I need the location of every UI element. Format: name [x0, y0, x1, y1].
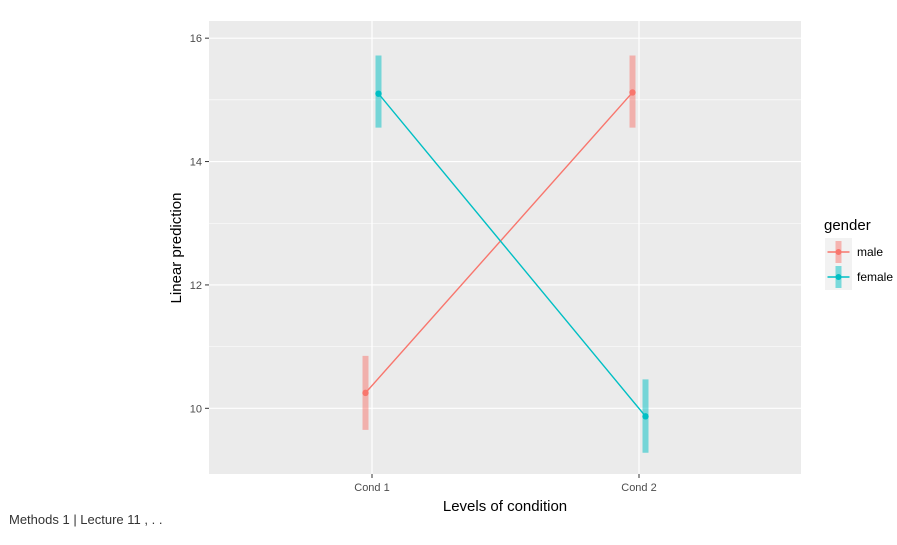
axes: 10 12 14 16 Cond 1 Cond 2: [190, 33, 657, 494]
data-point-female: [375, 90, 382, 97]
series-layer: [362, 55, 649, 453]
legend-key-point-female: [835, 274, 842, 280]
x-tick-label: Cond 1: [354, 482, 389, 494]
y-tick-label: 10: [190, 403, 202, 415]
data-point-male: [629, 89, 636, 96]
x-axis-title: Levels of condition: [443, 498, 567, 515]
y-tick-label: 16: [190, 33, 202, 45]
y-axis-title: Linear prediction: [168, 193, 185, 304]
series-line-male: [364, 91, 634, 394]
x-tick-label: Cond 2: [621, 482, 656, 494]
series-line-female: [377, 93, 647, 417]
legend-items: male female: [827, 241, 893, 288]
y-tick-label: 14: [190, 157, 202, 169]
data-point-male: [362, 389, 369, 397]
footer-text: Methods 1 | Lecture 11 , . .: [9, 512, 163, 527]
data-point-female: [642, 413, 649, 420]
legend-label-female: female: [857, 270, 893, 284]
legend: gender male female: [824, 217, 893, 290]
legend-title: gender: [824, 217, 871, 234]
legend-key-point-male: [835, 249, 842, 255]
y-tick-label: 12: [190, 280, 202, 292]
legend-label-male: male: [857, 245, 883, 259]
grid-lines: [209, 21, 801, 474]
